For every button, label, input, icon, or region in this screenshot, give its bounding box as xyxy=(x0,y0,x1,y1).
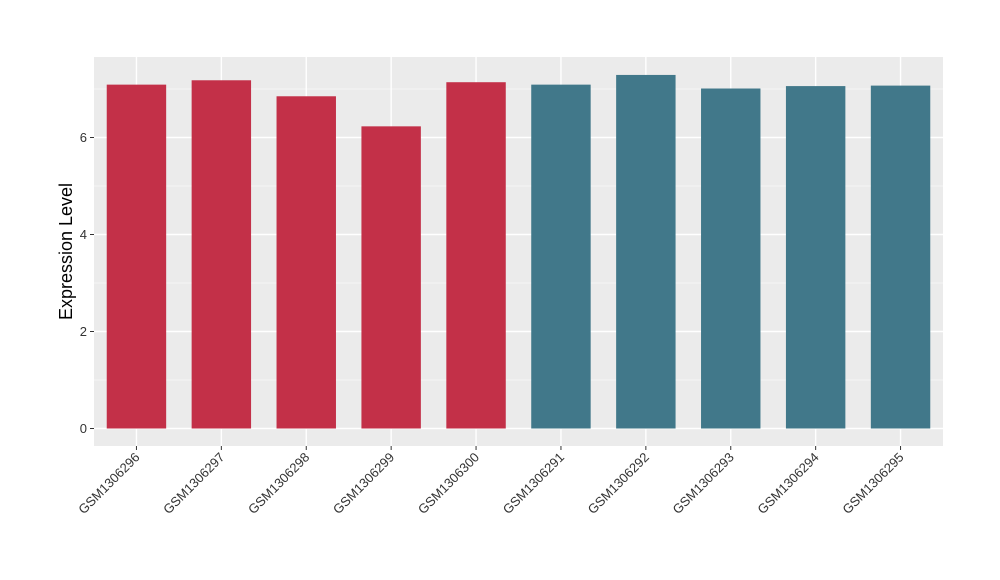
x-tick-label: GSM1306292 xyxy=(585,450,652,517)
x-tick-label: GSM1306291 xyxy=(500,450,567,517)
bar-GSM1306294 xyxy=(785,86,846,429)
x-tick-label: GSM1306300 xyxy=(415,450,482,517)
x-tick-label: GSM1306297 xyxy=(160,450,227,517)
bar-GSM1306295 xyxy=(870,85,931,429)
bar-GSM1306299 xyxy=(361,126,421,429)
y-axis-title: Expression Level xyxy=(56,183,76,320)
x-tick-label: GSM1306294 xyxy=(754,450,821,517)
bar-GSM1306297 xyxy=(191,80,252,429)
bar-GSM1306298 xyxy=(276,96,336,429)
bars xyxy=(106,74,931,429)
x-tick-label: GSM1306296 xyxy=(75,450,142,517)
bar-GSM1306300 xyxy=(446,82,506,429)
y-tick-label: 4 xyxy=(80,227,87,242)
bar-GSM1306292 xyxy=(616,74,676,429)
y-tick-label: 6 xyxy=(80,130,87,145)
bar-GSM1306293 xyxy=(701,88,761,429)
x-axis: GSM1306296 GSM1306297 GSM1306298 GSM1306299… xyxy=(75,446,907,517)
x-tick-label: GSM1306295 xyxy=(839,450,906,517)
x-tick-label: GSM1306298 xyxy=(245,450,312,517)
y-tick-label: 2 xyxy=(80,324,87,339)
y-tick-label: 0 xyxy=(80,421,87,436)
y-axis: 0 2 4 6 xyxy=(80,130,94,436)
bar-GSM1306291 xyxy=(531,84,591,429)
x-tick-label: GSM1306299 xyxy=(330,450,397,517)
bar-GSM1306296 xyxy=(106,84,167,429)
x-tick-label: GSM1306293 xyxy=(670,450,737,517)
